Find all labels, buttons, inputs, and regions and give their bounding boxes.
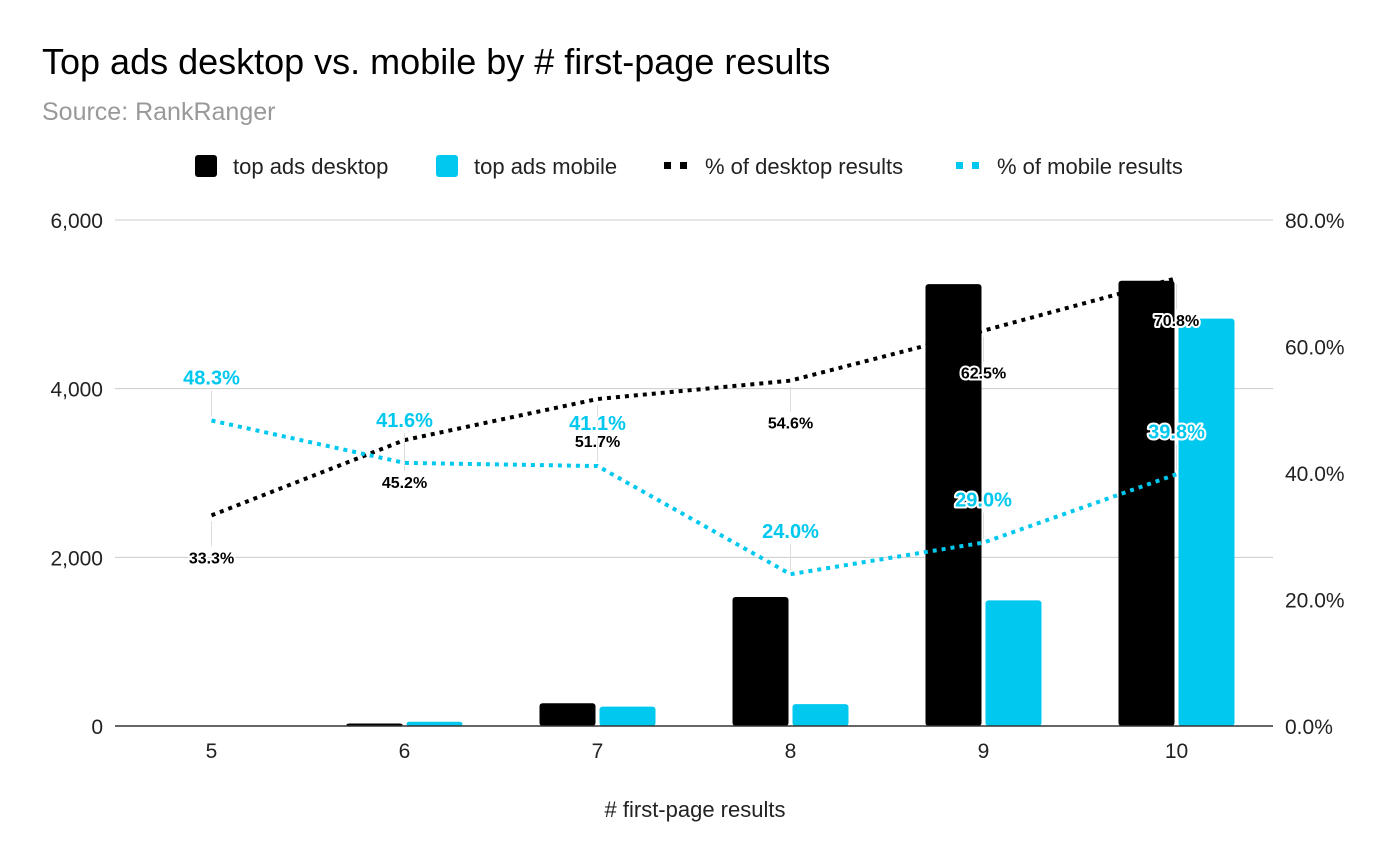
x-tick: 8 (785, 740, 797, 763)
y-tick-right: 40.0% (1285, 463, 1345, 486)
x-axis: 5 6 7 8 9 10 (206, 740, 1189, 763)
line-of-mobile-results (211, 418, 1178, 577)
legend-swatch-pct-desktop (664, 162, 687, 169)
bar-top-ads-desktop (925, 284, 982, 726)
line-of-desktop-results (210, 276, 1178, 518)
y-tick-left: 2,000 (50, 547, 103, 570)
x-tick: 10 (1165, 740, 1188, 763)
data-label-pct-mobile: 24.0% (762, 521, 819, 543)
data-label-pct-mobile: 48.3% (183, 368, 240, 390)
bar-top-ads-desktop (732, 596, 789, 726)
data-label-pct-desktop: 33.3% (189, 550, 234, 567)
legend: top ads desktop top ads mobile % of desk… (195, 154, 1183, 179)
y-tick-left: 0 (91, 716, 103, 739)
y-tick-right: 80.0% (1285, 210, 1345, 233)
data-label-pct-desktop: 45.2% (382, 475, 427, 492)
legend-label-top-ads-mobile: top ads mobile (474, 154, 617, 179)
legend-swatch-top-ads-mobile (436, 155, 458, 177)
x-tick: 9 (978, 740, 990, 763)
data-label-pct-mobile: 29.0% (955, 490, 1012, 512)
gridlines (115, 219, 1273, 558)
legend-label-pct-desktop: % of desktop results (705, 154, 903, 179)
percent-lines (210, 276, 1178, 577)
data-label-pct-mobile: 39.8% (1148, 421, 1205, 443)
data-labels: 33.3%45.2%51.7%54.6%62.5%70.8%48.3%41.6%… (181, 284, 1207, 571)
chart-title: Top ads desktop vs. mobile by # first-pa… (42, 41, 830, 82)
y-tick-right: 20.0% (1285, 590, 1345, 613)
y-tick-left: 4,000 (50, 379, 103, 402)
x-tick: 7 (592, 740, 604, 763)
data-label-pct-desktop: 62.5% (961, 366, 1006, 383)
legend-swatch-pct-mobile (956, 162, 979, 169)
chart-subtitle: Source: RankRanger (42, 98, 275, 126)
legend-label-pct-mobile: % of mobile results (997, 154, 1183, 179)
y-axis-left: 0 2,000 4,000 6,000 (50, 210, 103, 739)
legend-swatch-top-ads-desktop (195, 155, 217, 177)
data-label-pct-mobile: 41.6% (376, 410, 433, 432)
x-tick: 5 (206, 740, 218, 763)
bar-top-ads-mobile (599, 706, 656, 726)
y-axis-right: 0.0% 20.0% 40.0% 60.0% 80.0% (1285, 210, 1345, 739)
data-label-pct-desktop: 70.8% (1154, 313, 1199, 330)
y-tick-left: 6,000 (50, 210, 103, 233)
bar-top-ads-mobile (792, 704, 849, 726)
bar-top-ads-mobile (1178, 318, 1235, 726)
bars (346, 280, 1235, 726)
x-tick: 6 (399, 740, 411, 763)
legend-label-top-ads-desktop: top ads desktop (233, 154, 388, 179)
data-label-pct-desktop: 54.6% (768, 416, 813, 433)
y-tick-right: 0.0% (1285, 716, 1333, 739)
bar-top-ads-mobile (406, 721, 463, 726)
bar-top-ads-mobile (985, 600, 1042, 726)
x-axis-title: # first-page results (605, 797, 786, 822)
bar-top-ads-desktop (1118, 280, 1175, 726)
y-tick-right: 60.0% (1285, 337, 1345, 360)
data-label-pct-mobile: 41.1% (569, 413, 626, 435)
bar-top-ads-desktop (539, 703, 596, 726)
